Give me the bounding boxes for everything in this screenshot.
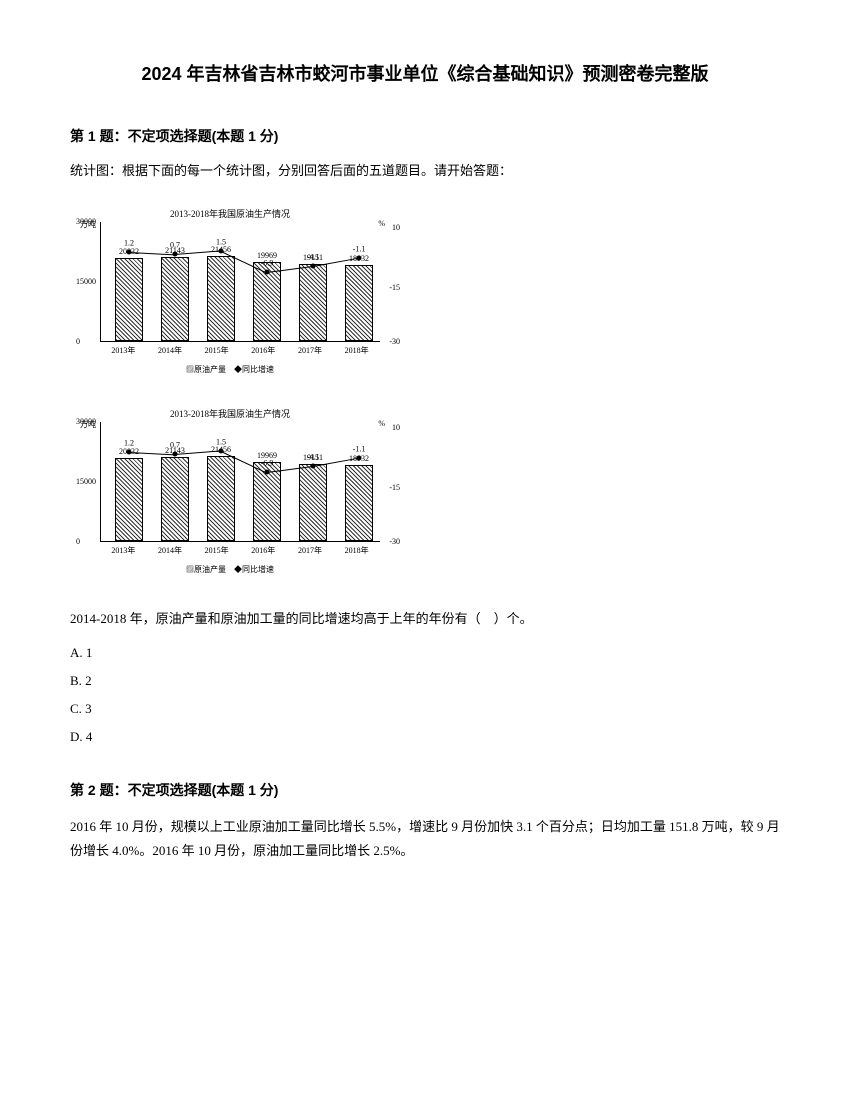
line-point-label: -6.9 xyxy=(261,459,274,468)
bar: 21143 xyxy=(161,457,189,541)
x-tick-label: 2016年 xyxy=(251,345,275,356)
x-tick-label: 2015年 xyxy=(205,345,229,356)
line-point-label: 0.7 xyxy=(170,441,180,450)
bar: 21143 xyxy=(161,257,189,341)
x-tick-label: 2018年 xyxy=(345,545,369,556)
y-left-tick: 0 xyxy=(76,337,80,346)
bar: 18932 xyxy=(345,265,373,341)
bar: 19151 xyxy=(299,264,327,341)
line-point xyxy=(173,452,178,457)
y-left-tick: 0 xyxy=(76,537,80,546)
line-point-label: 1.5 xyxy=(216,237,226,246)
x-labels-1: 2013年 2014年 2015年 2016年 2017年 2018年 xyxy=(100,345,380,356)
line-point xyxy=(219,448,224,453)
option-d[interactable]: D. 4 xyxy=(70,724,780,750)
x-tick-label: 2014年 xyxy=(158,345,182,356)
line-point-label: -1.1 xyxy=(353,244,366,253)
page-title: 2024 年吉林省吉林市蛟河市事业单位《综合基础知识》预测密卷完整版 xyxy=(70,60,780,86)
q2-header: 第 2 题：不定项选择题(本题 1 分) xyxy=(70,780,780,800)
q1-description: 统计图：根据下面的每一个统计图，分别回答后面的五道题目。请开始答题： xyxy=(70,161,780,182)
line-point xyxy=(357,455,362,460)
q1-header: 第 1 题：不定项选择题(本题 1 分) xyxy=(70,126,780,146)
bar: 21456 xyxy=(207,256,235,341)
line-point xyxy=(265,470,270,475)
chart-area-2: 3000015000010-15-30208322114321456199691… xyxy=(100,422,380,542)
line-point-label: 1.2 xyxy=(124,238,134,247)
x-labels-2: 2013年 2014年 2015年 2016年 2017年 2018年 xyxy=(100,545,380,556)
y-right-tick: -30 xyxy=(389,337,400,346)
line-point xyxy=(127,449,132,454)
line-point-label: -6.9 xyxy=(261,259,274,268)
bar: 20832 xyxy=(115,458,143,541)
y-left-tick: 15000 xyxy=(76,277,96,286)
y-right-tick: -15 xyxy=(389,283,400,292)
x-tick-label: 2017年 xyxy=(298,345,322,356)
line-point-label: 1.5 xyxy=(216,437,226,446)
x-tick-label: 2016年 xyxy=(251,545,275,556)
x-tick-label: 2014年 xyxy=(158,545,182,556)
y-right-tick: 10 xyxy=(392,223,400,232)
y-left-tick: 15000 xyxy=(76,477,96,486)
option-b[interactable]: B. 2 xyxy=(70,668,780,694)
q1-options: A. 1 B. 2 C. 3 D. 4 xyxy=(70,640,780,750)
line-point-label: -4.1 xyxy=(307,253,320,262)
chart-title-2: 2013-2018年我国原油生产情况 xyxy=(70,407,390,420)
q1-text: 2014-2018 年，原油产量和原油加工量的同比增速均高于上年的年份有（ ）个… xyxy=(70,607,780,630)
y-right-tick: -15 xyxy=(389,483,400,492)
bar: 20832 xyxy=(115,258,143,341)
line-point-label: -1.1 xyxy=(353,444,366,453)
option-c[interactable]: C. 3 xyxy=(70,696,780,722)
y-right-tick: 10 xyxy=(392,423,400,432)
line-point xyxy=(127,249,132,254)
bar: 19151 xyxy=(299,464,327,541)
question-2-section: 第 2 题：不定项选择题(本题 1 分) 2016 年 10 月份，规模以上工业… xyxy=(70,780,780,862)
y-left-tick: 30000 xyxy=(76,417,96,426)
line-point-label: -4.1 xyxy=(307,453,320,462)
legend-1: ▨原油产量 ◆同比增速 xyxy=(70,364,390,375)
line-point-label: 1.2 xyxy=(124,438,134,447)
y-right-tick: -30 xyxy=(389,537,400,546)
x-tick-label: 2013年 xyxy=(111,345,135,356)
option-a[interactable]: A. 1 xyxy=(70,640,780,666)
y-left-tick: 30000 xyxy=(76,217,96,226)
line-point xyxy=(219,248,224,253)
bar: 21456 xyxy=(207,456,235,541)
chart-area-1: 3000015000010-15-30208322114321456199691… xyxy=(100,222,380,342)
x-tick-label: 2015年 xyxy=(205,545,229,556)
line-point xyxy=(357,255,362,260)
line-point xyxy=(311,264,316,269)
legend-2: ▨原油产量 ◆同比增速 xyxy=(70,564,390,575)
x-tick-label: 2018年 xyxy=(345,345,369,356)
q2-text: 2016 年 10 月份，规模以上工业原油加工量同比增长 5.5%，增速比 9 … xyxy=(70,815,780,862)
bar: 18932 xyxy=(345,465,373,541)
line-point xyxy=(311,464,316,469)
x-tick-label: 2017年 xyxy=(298,545,322,556)
line-point xyxy=(173,252,178,257)
x-tick-label: 2013年 xyxy=(111,545,135,556)
chart-2: 2013-2018年我国原油生产情况 万吨 % 3000015000010-15… xyxy=(70,407,390,577)
line-point-label: 0.7 xyxy=(170,241,180,250)
chart-1: 2013-2018年我国原油生产情况 万吨 % 3000015000010-15… xyxy=(70,207,390,377)
line-point xyxy=(265,270,270,275)
chart-title-1: 2013-2018年我国原油生产情况 xyxy=(70,207,390,220)
